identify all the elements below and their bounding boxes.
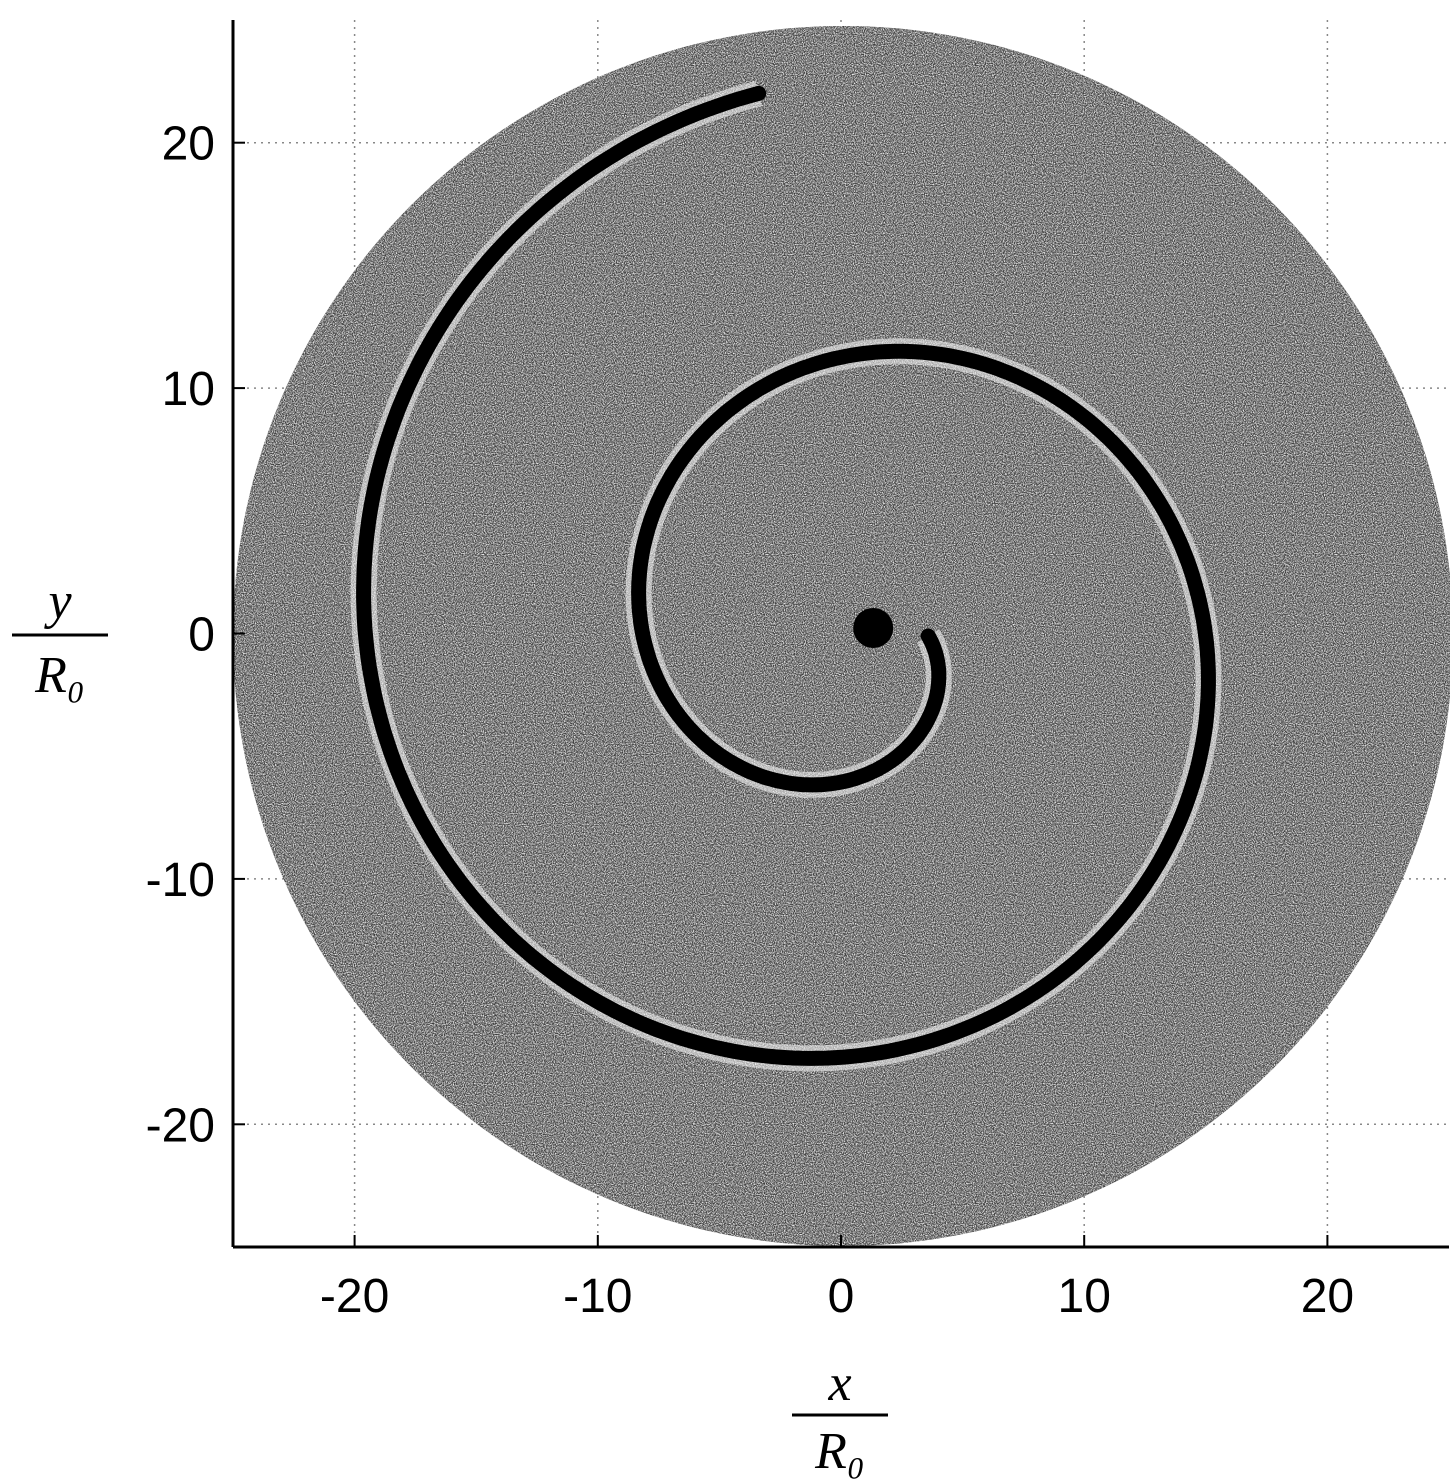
- x-tick-label: 10: [1058, 1270, 1111, 1323]
- y-tick-label: 0: [188, 609, 215, 662]
- y-tick-label: 20: [162, 118, 215, 171]
- y-label-denominator: R₀: [34, 647, 85, 704]
- x-tick-label: -10: [563, 1270, 632, 1323]
- x-tick-label: 20: [1301, 1270, 1354, 1323]
- spiral-core: [853, 608, 893, 648]
- field: [233, 20, 1450, 1247]
- x-label-numerator: x: [827, 1355, 851, 1412]
- y-tick-label: 10: [162, 363, 215, 416]
- y-tick-label: -10: [146, 854, 215, 907]
- chart: -20 -10 0 10 20 -20 -10 0 10 20 x R₀ y R₀: [0, 0, 1450, 1483]
- x-label-denominator: R₀: [814, 1423, 865, 1480]
- y-label-numerator: y: [43, 573, 72, 630]
- x-tick-label: 0: [828, 1270, 855, 1323]
- x-tick-label: -20: [320, 1270, 389, 1323]
- y-tick-label: -20: [146, 1099, 215, 1152]
